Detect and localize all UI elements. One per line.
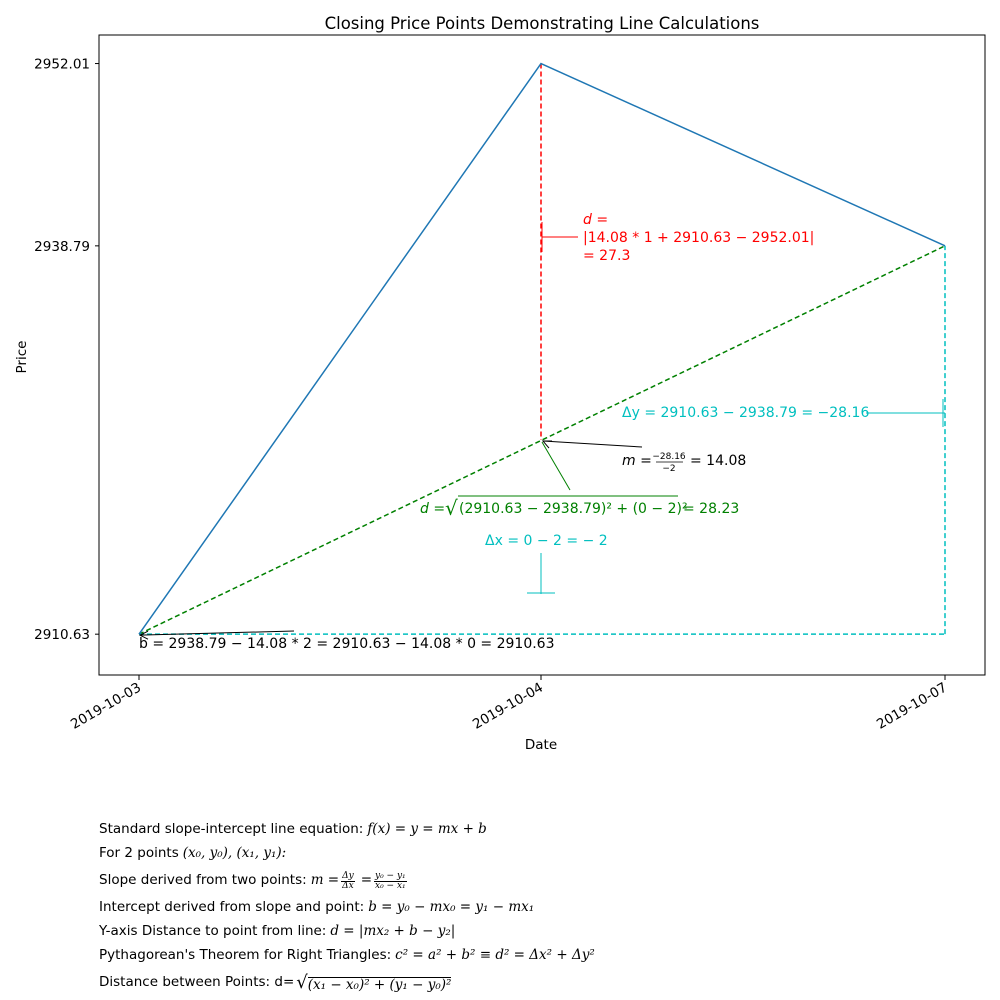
formula-label: Distance between Points: d=: [99, 974, 295, 991]
slope-denominator: −2: [662, 464, 675, 474]
formula-label: For 2 points: [99, 845, 179, 862]
formula-math: d = |mx₂ + b − y₂|: [330, 923, 456, 940]
chart-title: Closing Price Points Demonstrating Line …: [325, 14, 760, 33]
dist-expression: (2910.63 − 2938.79)² + (0 − 2)²: [459, 501, 688, 517]
intercept-b-label: b = 2938.79 − 14.08 * 2 = 2910.63 − 14.0…: [139, 636, 555, 652]
formula-math: m =: [310, 872, 340, 889]
formula-line-slope: Slope derived from two points: m = Δy Δx …: [99, 866, 979, 896]
dist-value: = 28.23: [683, 501, 739, 517]
slope-arrow-line: [542, 440, 643, 448]
intercept-arrow-line: [139, 630, 295, 636]
formula-label: Intercept derived from slope and point:: [99, 899, 365, 916]
plot-frame: [98, 34, 986, 676]
fraction-points: y₀ − y₁ x₀ − x₁: [374, 870, 407, 891]
plot-layer: [138, 62, 946, 635]
slope-numerator: −28.16: [652, 452, 686, 462]
series-line: [138, 62, 946, 635]
slope-value: = 14.08: [690, 453, 746, 469]
formula-line-two-points: For 2 points (x₀, y₀), (x₁, y₁):: [99, 842, 979, 866]
annotation-layer: d = |14.08 * 1 + 2910.63 − 2952.01| = 27.3…: [138, 212, 945, 652]
fraction-denominator: x₀ − x₁: [375, 880, 406, 891]
x-axis-label: Date: [525, 737, 557, 753]
slope-m-label: m =: [622, 453, 652, 469]
formula-math: (x₀, y₀), (x₁, y₁):: [182, 845, 287, 862]
x-tick-label: 2019-10-04: [470, 680, 546, 733]
formula-line-y-distance: Y-axis Distance to point from line: d = …: [99, 920, 979, 944]
axis-layer: 2952.01 2938.79 2910.63 2019-10-03 2019-10-0…: [34, 57, 950, 733]
delta-x-label: Δx = 0 − 2 = − 2: [485, 533, 608, 549]
sqrt-body: (x₁ − x₀)² + (y₁ − y₀)²: [307, 976, 452, 993]
formula-label: Y-axis Distance to point from line:: [99, 923, 327, 940]
formula-line-pythagorean: Pythagorean's Theorem for Right Triangle…: [99, 944, 979, 968]
intercept-arrow-head: [138, 630, 149, 640]
formula-math: f(x) = y = mx + b: [367, 821, 487, 838]
y-tick-label: 2938.79: [34, 239, 90, 255]
sqrt-expression: √ (x₁ − x₀)² + (y₁ − y₀)²: [296, 972, 452, 993]
fraction-numerator: y₀ − y₁: [374, 870, 407, 882]
chart: 2952.01 2938.79 2910.63 2019-10-03 2019-10-0…: [14, 14, 986, 753]
dist-d-label: d =: [420, 501, 445, 517]
sqrt-icon: √: [445, 496, 458, 520]
red-d-value: = 27.3: [583, 248, 630, 264]
y-tick-label: 2910.63: [34, 627, 90, 643]
formula-math: c² = a² + b² ≡ d² = Δx² + Δy²: [395, 947, 595, 964]
fraction-denominator: Δx: [342, 880, 354, 891]
formula-math: b = y₀ − mx₀ = y₁ − mx₁: [368, 899, 535, 916]
formula-label: Slope derived from two points:: [99, 872, 307, 889]
formula-line-slope-intercept: Standard slope-intercept line equation: …: [99, 818, 979, 842]
formula-line-distance: Distance between Points: d= √ (x₁ − x₀)² …: [99, 968, 979, 998]
fraction-numerator: Δy: [341, 870, 355, 882]
delta-y-label: Δy = 2910.63 − 2938.79 = −28.16: [622, 405, 869, 421]
y-tick-label: 2952.01: [34, 57, 90, 73]
formula-label: Pythagorean's Theorem for Right Triangle…: [99, 947, 392, 964]
sqrt-icon: √: [296, 972, 308, 993]
formula-notes: Standard slope-intercept line equation: …: [99, 818, 979, 998]
red-d-expression: |14.08 * 1 + 2910.63 − 2952.01|: [583, 230, 814, 246]
formula-label: Standard slope-intercept line equation:: [99, 821, 364, 838]
fraction-dy-dx: Δy Δx: [341, 870, 355, 891]
formula-line-intercept: Intercept derived from slope and point: …: [99, 896, 979, 920]
formula-math: =: [360, 872, 372, 889]
y-axis-label: Price: [14, 341, 30, 374]
overlay-fit-line: [138, 245, 946, 635]
red-d-label: d =: [583, 212, 608, 228]
dist-leader-line: [541, 441, 571, 491]
x-tick-label: 2019-10-07: [874, 680, 950, 733]
x-tick-label: 2019-10-03: [68, 680, 144, 733]
slope-arrow-head: [541, 440, 552, 449]
